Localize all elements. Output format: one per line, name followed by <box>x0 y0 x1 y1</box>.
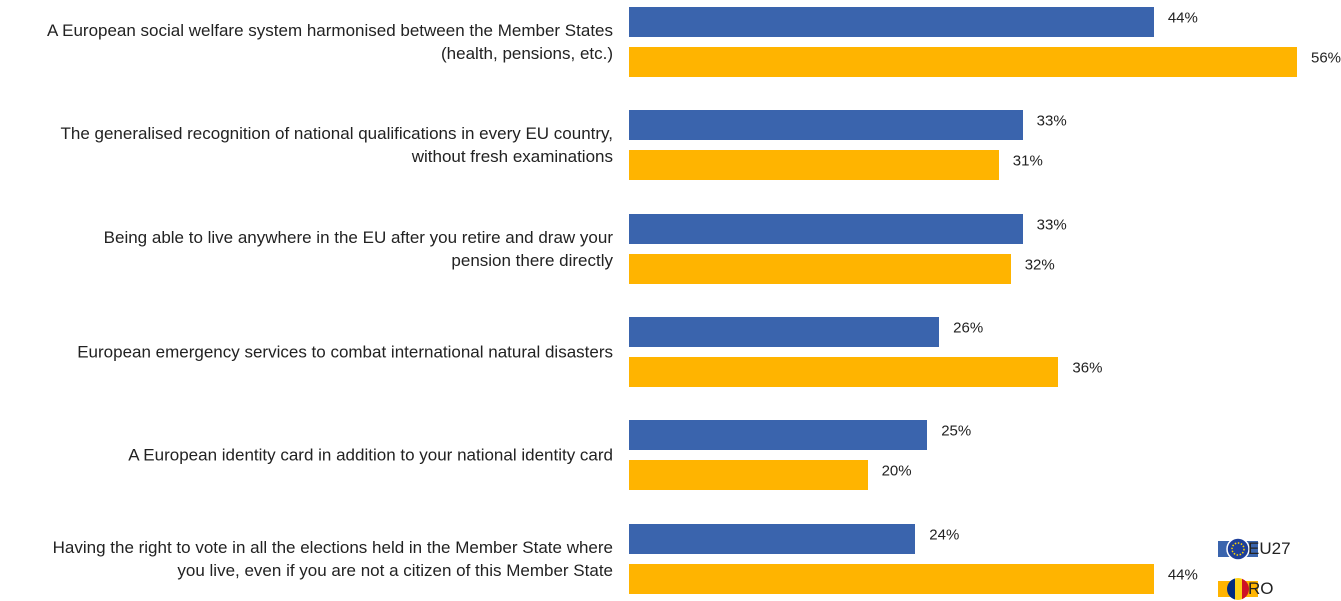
value-label: 44% <box>1167 9 1198 27</box>
bar <box>629 420 928 451</box>
category-label: Having the right to vote in all the elec… <box>52 537 613 580</box>
bar <box>629 563 1154 594</box>
bar <box>629 356 1059 387</box>
ro-flag-icon <box>1218 578 1258 600</box>
bar <box>629 253 1011 284</box>
value-label: 33% <box>1036 112 1067 130</box>
category-label: The generalised recognition of national … <box>60 124 614 167</box>
category-label: A European identity card in addition to … <box>128 445 613 465</box>
category-label: European emergency services to combat in… <box>77 342 613 362</box>
eu-flag-icon <box>1218 537 1258 561</box>
bar <box>629 523 916 554</box>
bar <box>629 150 999 181</box>
bar <box>629 7 1154 37</box>
value-label: 31% <box>1012 152 1043 170</box>
value-label: 24% <box>929 526 960 543</box>
bar <box>629 460 868 491</box>
value-label: 25% <box>941 422 972 440</box>
value-label: 33% <box>1036 216 1067 234</box>
value-label: 36% <box>1072 359 1103 377</box>
value-label: 32% <box>1024 256 1055 274</box>
category-label: Being able to live anywhere in the EU af… <box>103 227 613 270</box>
value-label: 20% <box>881 462 912 480</box>
bar <box>629 110 1023 141</box>
value-label: 56% <box>1311 49 1341 67</box>
bar <box>629 213 1023 244</box>
bar <box>629 316 940 347</box>
legend-label: EU27 <box>1248 539 1291 558</box>
value-label: 44% <box>1167 566 1198 583</box>
legend-label: RO <box>1248 579 1274 598</box>
bar <box>629 47 1297 77</box>
category-label: A European social welfare system harmoni… <box>46 21 613 63</box>
value-label: 26% <box>953 319 984 337</box>
